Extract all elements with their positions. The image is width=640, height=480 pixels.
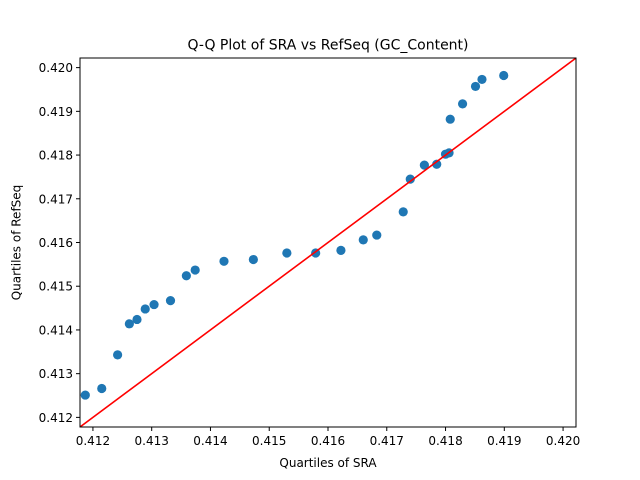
- data-point: [140, 304, 150, 314]
- x-tick-label: 0.414: [193, 434, 227, 448]
- reference-line: [80, 58, 576, 427]
- y-axis-label: Quartiles of RefSeq: [10, 185, 24, 301]
- data-point: [445, 114, 455, 124]
- data-point: [248, 254, 258, 265]
- x-tick-label: 0.416: [311, 434, 345, 448]
- y-tick-label: 0.413: [39, 367, 73, 381]
- y-tick-label: 0.414: [39, 323, 73, 337]
- data-point: [477, 74, 487, 85]
- x-tick-label: 0.413: [135, 434, 169, 448]
- y-tick-label: 0.415: [39, 280, 73, 294]
- data-point: [398, 207, 408, 217]
- y-tick-label: 0.412: [39, 411, 73, 425]
- data-point: [419, 160, 429, 170]
- data-point: [470, 81, 481, 92]
- data-point: [190, 265, 200, 275]
- data-point: [124, 319, 134, 329]
- data-point: [336, 245, 346, 255]
- data-point: [282, 248, 292, 258]
- data-point: [432, 159, 442, 169]
- reference-line-group: [80, 58, 576, 427]
- x-axis-label: Quartiles of SRA: [279, 456, 377, 470]
- data-points: [80, 70, 509, 400]
- data-point: [457, 99, 468, 109]
- data-point: [80, 390, 90, 400]
- x-tick-label: 0.420: [546, 434, 580, 448]
- y-tick-label: 0.417: [39, 192, 73, 206]
- data-point: [113, 350, 123, 360]
- x-tick-label: 0.419: [487, 434, 521, 448]
- data-point: [358, 235, 368, 245]
- x-axis-ticks: 0.412 0.413 0.414 0.415 0.416 0.417 0.418 0.419…: [76, 427, 580, 448]
- y-tick-label: 0.416: [39, 236, 73, 250]
- data-point: [405, 174, 415, 184]
- y-tick-label: 0.419: [39, 105, 73, 119]
- data-point: [499, 70, 509, 81]
- x-tick-label: 0.417: [370, 434, 404, 448]
- x-tick-label: 0.418: [428, 434, 462, 448]
- data-point: [181, 271, 191, 281]
- y-tick-label: 0.420: [39, 61, 73, 75]
- y-axis-ticks: 0.412 0.413 0.414 0.415 0.416 0.417 0.418 0.419…: [39, 61, 80, 425]
- y-tick-label: 0.418: [39, 149, 73, 163]
- data-point: [372, 230, 382, 240]
- data-point: [132, 314, 142, 325]
- data-point: [149, 299, 159, 310]
- x-tick-label: 0.412: [76, 434, 110, 448]
- data-point: [97, 383, 107, 394]
- x-tick-label: 0.415: [252, 434, 286, 448]
- data-point: [219, 256, 229, 266]
- chart-title: Q-Q Plot of SRA vs RefSeq (GC_Content): [187, 38, 468, 54]
- data-point: [165, 296, 176, 306]
